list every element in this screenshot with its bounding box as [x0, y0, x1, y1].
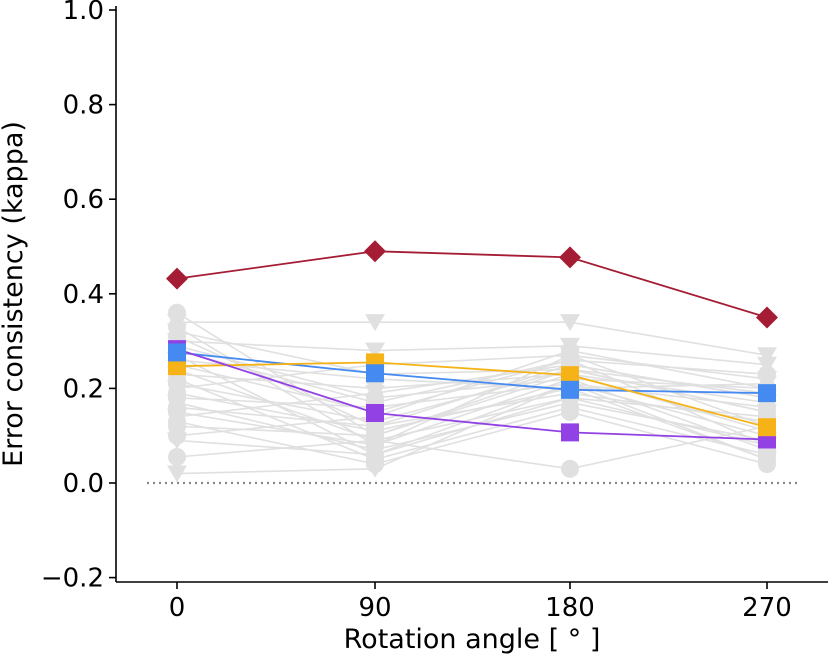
- background-model-point: [167, 314, 187, 332]
- background-model-point: [167, 323, 187, 341]
- series-line-purple: [176, 348, 768, 441]
- y-tick-label: 0.4: [63, 280, 104, 310]
- background-model-line: [176, 363, 768, 418]
- series-point-orange: [758, 418, 776, 437]
- x-tick-label: 180: [545, 593, 595, 623]
- background-model-line: [176, 345, 768, 399]
- axes: [115, 6, 828, 583]
- series-line-red: [176, 250, 768, 319]
- background-model-line: [176, 382, 768, 409]
- x-ticks: 0 90 180 270: [169, 582, 792, 623]
- background-model-line: [176, 425, 768, 470]
- y-tick-label: 1.0: [63, 0, 104, 26]
- series-point-orange: [561, 366, 579, 385]
- x-axis-label: Rotation angle [ ° ]: [344, 624, 601, 655]
- series-point-blue: [561, 380, 579, 399]
- series-point-orange: [168, 357, 186, 376]
- y-tick-label: 0.0: [63, 469, 104, 499]
- background-model-point: [758, 365, 776, 384]
- series-point-red: [166, 267, 188, 290]
- series-point-red: [756, 306, 778, 329]
- background-model-point: [561, 459, 579, 478]
- background-model-line: [176, 378, 768, 451]
- y-ticks: −0.2 0.0 0.2 0.4 0.6 0.8 1.0: [41, 0, 116, 594]
- background-model-point: [167, 432, 187, 450]
- series-point-red: [364, 240, 386, 263]
- background-model-point: [167, 465, 187, 483]
- background-model-point: [366, 431, 384, 450]
- x-tick-label: 270: [742, 593, 792, 623]
- y-tick-label: 0.8: [63, 91, 104, 121]
- y-tick-label: −0.2: [41, 564, 104, 594]
- series-point-blue: [758, 384, 776, 403]
- background-model-point: [365, 460, 385, 478]
- background-model-line: [176, 382, 768, 475]
- background-model-point: [757, 347, 777, 365]
- background-model-line: [176, 411, 768, 465]
- series-line-orange: [176, 361, 768, 429]
- series-point-blue: [366, 364, 384, 383]
- background-model-line: [176, 373, 768, 437]
- background-model-point: [757, 404, 777, 422]
- background-model-point: [365, 342, 385, 360]
- y-tick-label: 0.6: [63, 185, 104, 215]
- series-point-blue: [168, 343, 186, 362]
- background-model-point: [757, 451, 777, 469]
- series-point-purple: [561, 423, 579, 442]
- background-model-line: [176, 340, 768, 366]
- background-model-line: [176, 349, 768, 437]
- x-tick-label: 0: [169, 593, 186, 623]
- series-point-red: [559, 246, 581, 269]
- background-model-line: [177, 321, 768, 357]
- highlighted-model-layer: [166, 240, 778, 449]
- background-model-line: [176, 392, 768, 428]
- y-tick-label: 0.2: [63, 374, 104, 404]
- background-model-point: [365, 314, 385, 332]
- background-model-point: [365, 446, 385, 464]
- background-model-line: [176, 378, 768, 461]
- background-model-point: [168, 447, 186, 466]
- series-line-blue: [176, 351, 768, 395]
- background-model-layer: [167, 303, 777, 483]
- background-model-point: [560, 314, 580, 332]
- series-point-purple: [366, 403, 384, 422]
- background-model-point: [561, 403, 579, 422]
- x-tick-label: 90: [358, 593, 391, 623]
- y-axis-label: Error consistency (kappa): [0, 121, 29, 467]
